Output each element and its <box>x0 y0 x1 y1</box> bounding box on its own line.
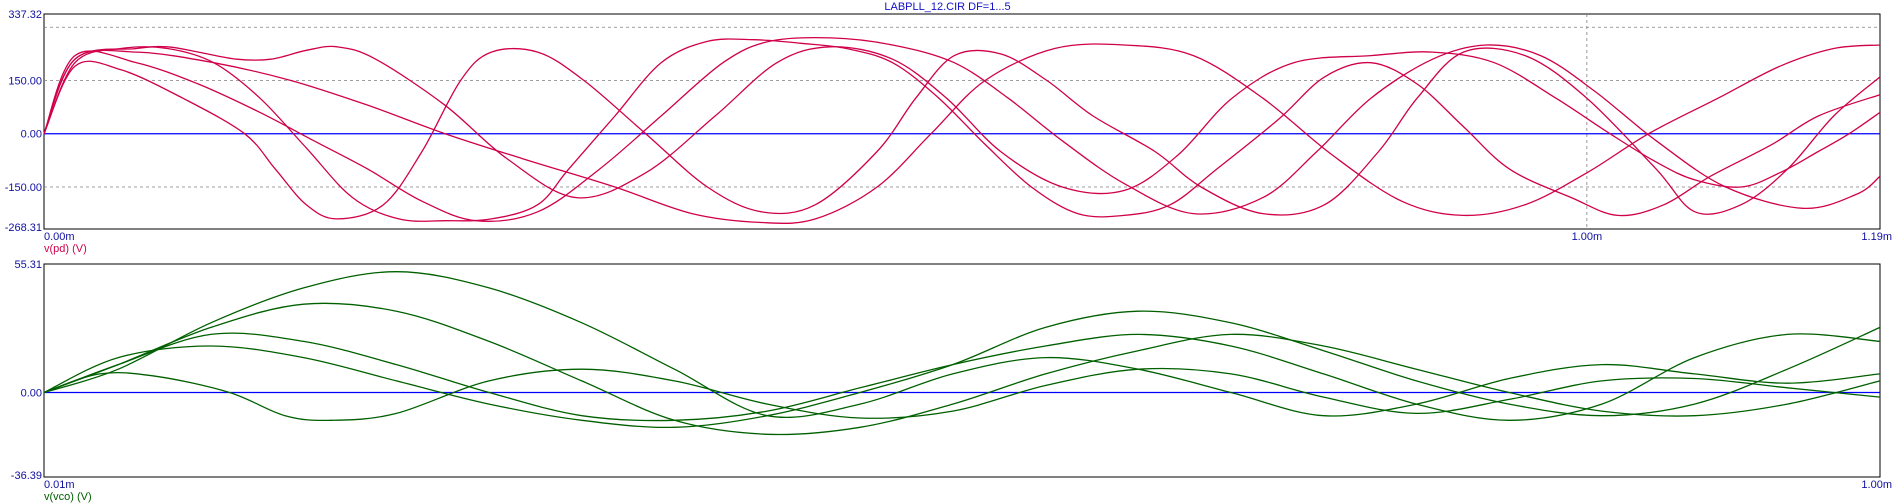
top-series-3 <box>43 38 1881 222</box>
top-plot-frame <box>43 13 1881 230</box>
bottom-series-5 <box>43 332 1881 422</box>
bottom-series-2 <box>43 271 1881 419</box>
bottom-series-3 <box>43 302 1881 436</box>
top-y-tick-label: 150.00 <box>8 75 42 87</box>
bottom-y-tick-label: -36.39 <box>11 470 42 482</box>
top-axis-label: v(pd) (V) <box>44 243 87 255</box>
bottom-x-tick-label: 0.01m <box>44 479 75 491</box>
bottom-axis-label: v(vco) (V) <box>44 491 92 503</box>
bottom-x-tick-label: 1.00m <box>1861 479 1892 491</box>
top-panel: 337.32 150.00 0.00 -150.00 -268.310.00m 1.00m… <box>5 9 1892 255</box>
top-x-tick-label: 1.00m <box>1572 231 1603 243</box>
top-x-tick-label: 0.00m <box>44 231 75 243</box>
top-x-tick-label: 1.19m <box>1861 231 1892 243</box>
bottom-series-1 <box>43 367 1881 422</box>
top-series-2 <box>43 36 1881 222</box>
bottom-series-4 <box>43 310 1881 429</box>
bottom-y-tick-label: 0.00 <box>21 387 42 399</box>
top-series-5 <box>43 47 1881 220</box>
top-y-tick-label: -268.31 <box>5 222 42 234</box>
top-y-tick-label: 0.00 <box>21 129 42 141</box>
top-series-1 <box>43 45 1881 199</box>
bottom-panel: 55.31 0.00 -36.390.01m 1.00m v(vco) (V) <box>11 259 1892 503</box>
top-series-4 <box>43 43 1881 224</box>
bottom-y-tick-label: 55.31 <box>14 259 42 271</box>
chart-title: LABPLL_12.CIR DF=1...5 <box>884 1 1011 13</box>
top-y-tick-label: 337.32 <box>8 9 42 21</box>
bottom-plot-frame <box>43 263 1881 478</box>
top-y-tick-label: -150.00 <box>5 182 42 194</box>
